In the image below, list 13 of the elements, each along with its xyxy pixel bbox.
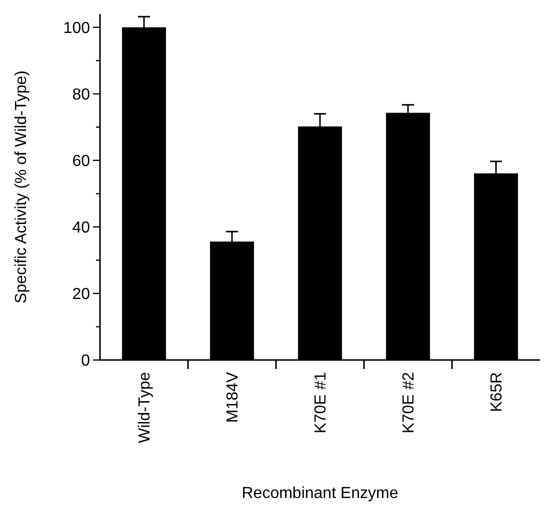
y-tick-label: 80 (72, 86, 90, 104)
y-tick-label: 20 (72, 286, 90, 304)
x-tick-label: K70E #1 (312, 372, 330, 434)
x-tick-label: K70E #2 (400, 372, 418, 434)
y-tick-label: 100 (63, 20, 90, 37)
y-tick-label: 60 (72, 152, 90, 170)
y-axis-title: Specific Activity (% of Wild-Type) (13, 70, 30, 304)
x-tick-label: K65R (488, 372, 506, 412)
x-axis-title: Recombinant Enzyme (242, 485, 398, 502)
x-tick-label: M184V (224, 372, 242, 423)
x-tick-label: Wild-Type (136, 372, 154, 444)
y-tick-label: 0 (81, 352, 90, 370)
y-tick-label: 40 (72, 220, 90, 237)
